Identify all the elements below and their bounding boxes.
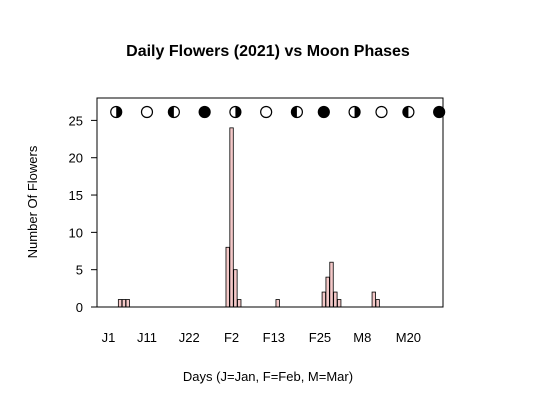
bar — [229, 127, 234, 308]
moon-shadow — [168, 106, 174, 118]
x-tick-label: F25 — [309, 330, 331, 345]
moon-disc — [260, 105, 273, 119]
y-tick-label: 15 — [69, 188, 83, 203]
bar — [329, 261, 334, 308]
bar — [125, 299, 130, 308]
y-tick-label: 5 — [76, 263, 83, 278]
moon-full-icon — [260, 105, 273, 119]
moon-new-icon — [317, 105, 330, 119]
bar — [321, 291, 326, 308]
moon-first-quarter-icon — [110, 105, 123, 119]
bar — [233, 269, 238, 308]
moon-disc — [317, 105, 330, 119]
y-tick-label: 0 — [76, 300, 83, 315]
y-tick-label: 20 — [69, 151, 83, 166]
moon-first-quarter-icon — [348, 105, 361, 119]
moon-shadow — [291, 106, 297, 118]
moon-disc — [375, 105, 388, 119]
x-tick-label: M8 — [353, 330, 371, 345]
moon-full-icon — [140, 105, 154, 119]
moon-shadow — [402, 106, 409, 118]
moon-disc — [433, 105, 446, 119]
x-tick-label: J22 — [179, 330, 200, 345]
y-tick-label: 10 — [69, 225, 83, 240]
moon-last-quarter-icon — [290, 105, 304, 119]
x-axis-label: Days (J=Jan, F=Feb, M=Mar) — [183, 369, 353, 384]
bar — [371, 291, 376, 308]
moon-new-icon — [433, 105, 446, 119]
plot-frame — [96, 97, 444, 308]
bar — [225, 246, 230, 308]
bar — [237, 299, 242, 308]
moon-shadow — [235, 106, 241, 118]
bar — [325, 276, 330, 308]
moon-shadow — [116, 106, 122, 118]
moon-disc — [198, 105, 211, 119]
x-tick-label: M20 — [396, 330, 421, 345]
chart-title: Daily Flowers (2021) vs Moon Phases — [126, 43, 410, 60]
y-axis-label: Number Of Flowers — [25, 145, 40, 258]
x-tick-label: F13 — [263, 330, 285, 345]
bar — [375, 299, 380, 308]
y-tick-label: 25 — [69, 113, 83, 128]
bar — [117, 299, 123, 308]
moon-last-quarter-icon — [167, 105, 180, 119]
bar — [337, 299, 342, 308]
moon-new-icon — [198, 105, 211, 119]
moon-first-quarter-icon — [229, 105, 242, 119]
bar — [121, 299, 127, 308]
bar — [333, 291, 338, 308]
moon-full-icon — [375, 105, 388, 119]
x-tick-label: F2 — [224, 330, 239, 345]
plot-area: 0 5 10 15 20 25 J1 J11 J22 F2 F13 F25 M8 M20 — [69, 97, 446, 345]
moon-last-quarter-icon — [402, 105, 415, 119]
bar — [275, 299, 280, 308]
x-tick-label: J1 — [102, 330, 116, 345]
x-tick-label: J11 — [137, 330, 157, 345]
moon-shadow — [354, 106, 361, 118]
moon-disc — [140, 105, 154, 119]
